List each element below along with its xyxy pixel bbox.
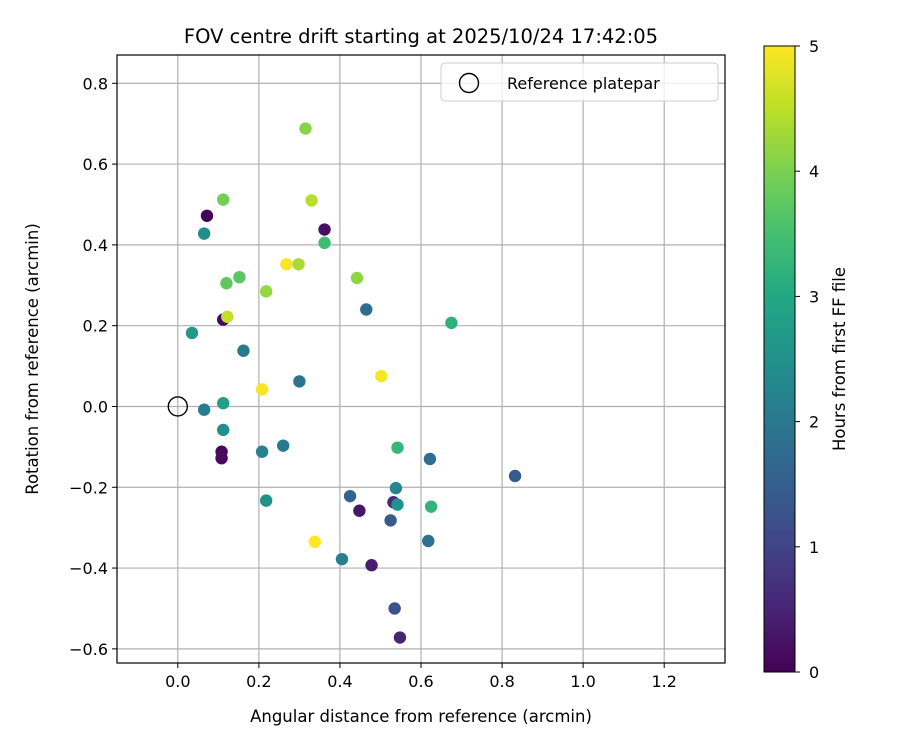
data-point <box>200 209 214 222</box>
colorbar-tick-label: 2 <box>809 413 819 432</box>
x-axis-ticks: 0.0 0.2 0.4 0.6 0.8 1.0 1.2 <box>165 663 677 691</box>
data-point <box>508 469 522 483</box>
data-point <box>233 270 246 284</box>
data-point <box>384 514 397 527</box>
y-tick-label: 0.6 <box>83 155 108 174</box>
x-tick-label: 1.0 <box>570 672 595 691</box>
colorbar-tick-label: 0 <box>809 663 819 682</box>
data-point <box>280 258 293 271</box>
data-point <box>221 310 234 323</box>
data-point <box>318 223 331 236</box>
data-point <box>197 227 211 240</box>
x-tick-label: 0.0 <box>165 672 190 691</box>
y-tick-label: −0.4 <box>69 559 108 578</box>
colorbar-tick-label: 1 <box>809 538 819 557</box>
y-axis-ticks: −0.6 −0.4 −0.2 0.0 0.2 0.4 0.6 0.8 <box>69 74 117 659</box>
y-axis-label: Rotation from reference (arcmin) <box>23 223 42 495</box>
reference-platepar-marker <box>167 396 189 417</box>
colorbar-tick-label: 3 <box>809 287 819 306</box>
data-point <box>318 236 331 250</box>
data-point <box>445 316 458 330</box>
data-point <box>393 631 407 644</box>
colorbar-tick-label: 5 <box>809 37 819 56</box>
y-tick-label: 0.0 <box>83 397 108 416</box>
data-point <box>423 452 437 466</box>
data-point <box>220 277 233 290</box>
y-tick-label: −0.2 <box>69 478 108 497</box>
data-point <box>335 552 349 566</box>
data-point <box>422 534 435 548</box>
data-point <box>365 559 378 572</box>
x-tick-label: 0.6 <box>408 672 433 691</box>
data-point <box>259 494 273 507</box>
legend: Reference platepar <box>440 62 719 102</box>
data-point <box>216 193 230 206</box>
x-tick-label: 0.4 <box>327 672 352 691</box>
legend-entry-reference: Reference platepar <box>507 74 660 93</box>
x-tick-label: 0.2 <box>246 672 271 691</box>
data-point <box>305 194 318 207</box>
data-point <box>259 285 273 298</box>
data-point <box>276 439 290 452</box>
y-tick-label: −0.6 <box>69 640 108 659</box>
colorbar-label: Hours from first FF file <box>830 267 849 451</box>
data-point <box>375 369 388 383</box>
data-point <box>215 451 228 465</box>
data-point <box>255 445 269 458</box>
data-point <box>293 375 306 388</box>
reference-marker-layer <box>167 396 189 417</box>
data-point <box>308 535 322 549</box>
x-tick-label: 1.2 <box>651 672 676 691</box>
data-point <box>353 504 366 517</box>
data-point <box>389 481 403 495</box>
legend-marker-reference <box>458 72 480 94</box>
data-point <box>343 489 357 503</box>
data-point <box>424 500 438 513</box>
x-tick-label: 0.8 <box>489 672 514 691</box>
y-tick-label: 0.4 <box>83 236 108 255</box>
data-point <box>292 258 305 271</box>
colorbar-frame <box>763 45 796 673</box>
data-points <box>185 122 522 644</box>
y-tick-label: 0.8 <box>83 74 108 93</box>
data-point <box>391 441 404 454</box>
colorbar: 0 1 2 3 4 5 Hours from first FF file <box>763 37 849 682</box>
data-point <box>197 403 211 416</box>
y-tick-label: 0.2 <box>83 317 108 336</box>
data-point <box>391 498 404 511</box>
chart-title: FOV centre drift starting at 2025/10/24 … <box>184 25 658 48</box>
data-point <box>388 602 401 615</box>
colorbar-gradient <box>764 46 795 672</box>
data-point <box>299 122 312 135</box>
colorbar-tick-label: 4 <box>809 162 819 181</box>
data-point <box>255 383 269 396</box>
data-point <box>350 271 364 285</box>
colorbar-ticks: 0 1 2 3 4 5 <box>795 37 819 682</box>
data-point <box>237 344 250 357</box>
data-point <box>360 303 373 316</box>
x-axis-label: Angular distance from reference (arcmin) <box>250 707 592 726</box>
data-point <box>185 326 199 340</box>
data-point <box>216 397 230 410</box>
data-point <box>216 423 230 437</box>
grid-lines <box>117 55 725 663</box>
legend-box <box>440 62 719 102</box>
